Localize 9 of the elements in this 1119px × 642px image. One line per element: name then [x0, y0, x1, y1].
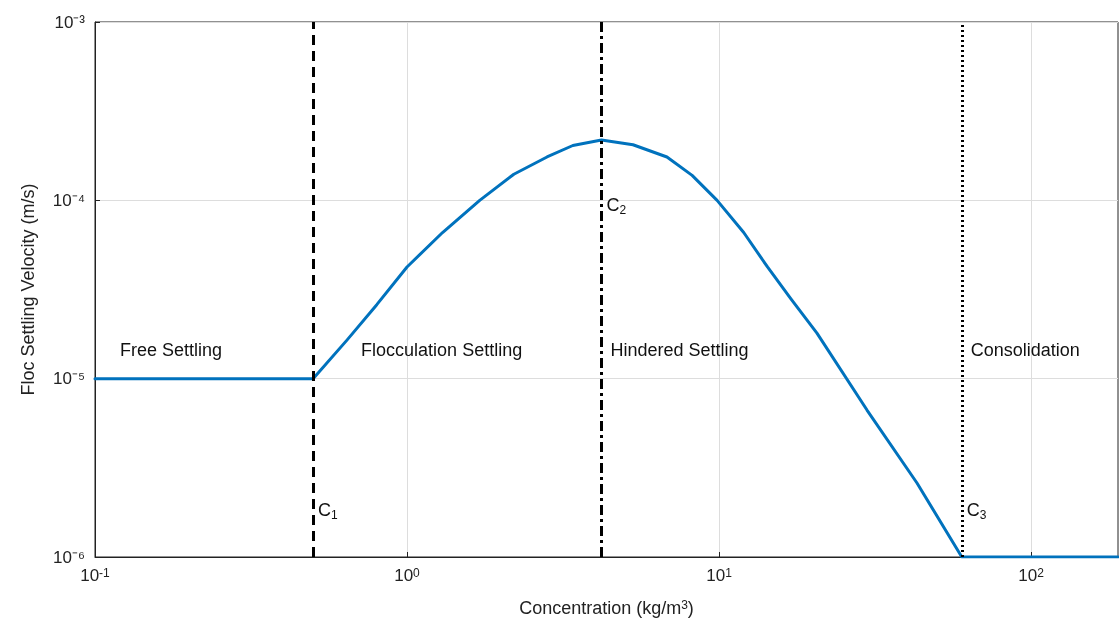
y-tick-label: 10⁻⁵	[53, 369, 85, 389]
annotation: Consolidation	[970, 340, 1080, 360]
y-tick-label: 10⁻³	[54, 12, 86, 32]
annotation: Free Settling	[120, 340, 223, 360]
y-axis-title: Floc Settling Velocity (m/s)	[18, 183, 38, 396]
annotation: Hindered Settling	[610, 340, 749, 360]
annotation: Flocculation Settling	[361, 340, 523, 360]
y-tick-label: 10⁻⁶	[53, 547, 85, 567]
y-tick-label: 10⁻⁴	[52, 190, 85, 210]
